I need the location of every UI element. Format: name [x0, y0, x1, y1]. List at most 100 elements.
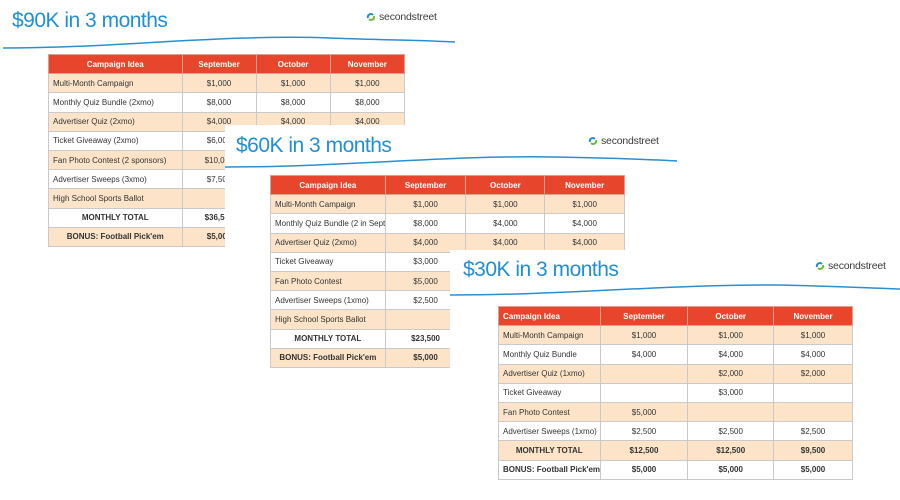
amount-cell: $2,500: [687, 421, 775, 442]
table-row: Multi-Month Campaign $1,000 $1,000 $1,000: [48, 73, 406, 94]
wave-divider: [2, 36, 456, 49]
amount-cell: $4,000: [384, 232, 467, 253]
amount-cell: $8,000: [181, 92, 257, 113]
column-header: September: [181, 53, 257, 75]
table-row: Fan Photo Contest $5,000: [498, 401, 853, 423]
campaign-name-cell: BONUS: Football Pick'em: [270, 347, 386, 368]
column-header: November: [329, 53, 406, 75]
campaign-name-cell: Advertiser Sweeps (3xmo): [48, 169, 183, 190]
table-row: Advertiser Quiz (2xmo) $4,000 $4,000 $4,000: [270, 232, 625, 253]
amount-cell: $9,500: [773, 440, 853, 461]
amount-cell: $5,000: [384, 270, 467, 292]
column-header: October: [255, 53, 331, 75]
amount-cell: $3,000: [384, 251, 467, 272]
campaign-name-cell: BONUS: Football Pick'em: [48, 226, 183, 247]
table-row: Ticket Giveaway $3,000: [498, 382, 853, 403]
campaign-name-cell: Monthly Quiz Bundle: [498, 344, 601, 365]
amount-cell: [687, 401, 775, 423]
amount-cell: $2,500: [599, 421, 689, 442]
amount-cell: $1,000: [465, 194, 546, 215]
slide-30k: $30K in 3 months secondstreet Campaign I…: [450, 250, 900, 500]
amount-cell: $5,000: [773, 459, 853, 480]
campaign-name-cell: MONTHLY TOTAL: [498, 440, 601, 461]
campaign-name-cell: Ticket Giveaway: [498, 382, 601, 403]
amount-cell: $23,500: [384, 328, 467, 349]
campaign-name-cell: Fan Photo Contest: [498, 401, 601, 423]
campaign-name-cell: BONUS: Football Pick'em: [498, 459, 601, 480]
campaign-name-cell: Ticket Giveaway: [270, 251, 386, 272]
table-row: Monthly Quiz Bundle (2xmo) $8,000 $8,000 $8…: [48, 92, 406, 113]
secondstreet-logo: secondstreet: [815, 260, 886, 272]
campaign-name-cell: Monthly Quiz Bundle (2 in Sept.): [270, 213, 386, 234]
secondstreet-logo-icon: [366, 13, 376, 21]
column-header: September: [599, 305, 689, 327]
amount-cell: $5,000: [384, 347, 467, 368]
table-row: Monthly Quiz Bundle $4,000 $4,000 $4,000: [498, 344, 853, 365]
campaign-name-cell: High School Sports Ballot: [48, 188, 183, 209]
header-row: Campaign Idea September October November: [270, 174, 625, 196]
table-row: Monthly Quiz Bundle (2 in Sept.) $8,000 $4…: [270, 213, 625, 234]
table-row: Advertiser Sweeps (1xmo) $2,500 $2,500 $2,5…: [498, 421, 853, 442]
amount-cell: $2,500: [773, 421, 853, 442]
amount-cell: $8,000: [384, 213, 467, 234]
wave-divider: [225, 156, 678, 168]
campaign-table: Campaign Idea September October November Mul…: [498, 305, 853, 480]
amount-cell: [773, 401, 853, 423]
campaign-name-cell: MONTHLY TOTAL: [270, 328, 386, 349]
amount-cell: $4,000: [687, 344, 775, 365]
column-header: October: [687, 305, 775, 327]
amount-cell: $3,000: [687, 382, 775, 403]
logo-text: secondstreet: [379, 11, 437, 23]
slide-title: $30K in 3 months: [463, 258, 619, 281]
table-row: Multi-Month Campaign $1,000 $1,000 $1,000: [498, 325, 853, 346]
slide-title: $60K in 3 months: [236, 134, 392, 157]
amount-cell: $4,000: [544, 213, 625, 234]
amount-cell: $1,000: [599, 325, 689, 346]
amount-cell: $2,000: [773, 363, 853, 384]
table-row: BONUS: Football Pick'em $5,000 $5,000 $5,00…: [498, 459, 853, 480]
amount-cell: $1,000: [544, 194, 625, 215]
amount-cell: [773, 382, 853, 403]
logo-text: secondstreet: [828, 260, 886, 272]
amount-cell: $4,000: [465, 232, 546, 253]
column-header: September: [384, 174, 467, 196]
amount-cell: $1,000: [255, 73, 331, 94]
amount-cell: [384, 309, 467, 330]
column-header: Campaign Idea: [270, 174, 386, 196]
campaign-name-cell: High School Sports Ballot: [270, 309, 386, 330]
amount-cell: $5,000: [687, 459, 775, 480]
campaign-name-cell: Multi-Month Campaign: [48, 73, 183, 94]
amount-cell: $8,000: [255, 92, 331, 113]
column-header: November: [773, 305, 853, 327]
column-header: October: [465, 174, 546, 196]
wave-divider: [450, 284, 900, 296]
amount-cell: $4,000: [773, 344, 853, 365]
table-row: MONTHLY TOTAL $12,500 $12,500 $9,500: [498, 440, 853, 461]
campaign-name-cell: Advertiser Quiz (2xmo): [48, 111, 183, 132]
amount-cell: $1,000: [687, 325, 775, 346]
amount-cell: $1,000: [329, 73, 406, 94]
secondstreet-logo-icon: [588, 137, 598, 145]
campaign-name-cell: Fan Photo Contest (2 sponsors): [48, 149, 183, 171]
amount-cell: $4,000: [544, 232, 625, 253]
amount-cell: $12,500: [687, 440, 775, 461]
secondstreet-logo: secondstreet: [366, 11, 437, 23]
campaign-name-cell: Advertiser Quiz (2xmo): [270, 232, 386, 253]
campaign-name-cell: Fan Photo Contest: [270, 270, 386, 292]
campaign-name-cell: Advertiser Sweeps (1xmo): [270, 290, 386, 311]
header-row: Campaign Idea September October November: [48, 53, 406, 75]
secondstreet-logo: secondstreet: [588, 135, 659, 147]
amount-cell: $12,500: [599, 440, 689, 461]
table-row: Multi-Month Campaign $1,000 $1,000 $1,000: [270, 194, 625, 215]
table-row: Advertiser Quiz (1xmo) $2,000 $2,000: [498, 363, 853, 384]
amount-cell: $1,000: [773, 325, 853, 346]
header-row: Campaign Idea September October November: [498, 305, 853, 327]
amount-cell: $8,000: [329, 92, 406, 113]
campaign-name-cell: MONTHLY TOTAL: [48, 207, 183, 228]
amount-cell: $2,000: [687, 363, 775, 384]
slide-title: $90K in 3 months: [12, 9, 168, 32]
campaign-name-cell: Monthly Quiz Bundle (2xmo): [48, 92, 183, 113]
amount-cell: $5,000: [599, 401, 689, 423]
amount-cell: [599, 382, 689, 403]
amount-cell: $5,000: [599, 459, 689, 480]
